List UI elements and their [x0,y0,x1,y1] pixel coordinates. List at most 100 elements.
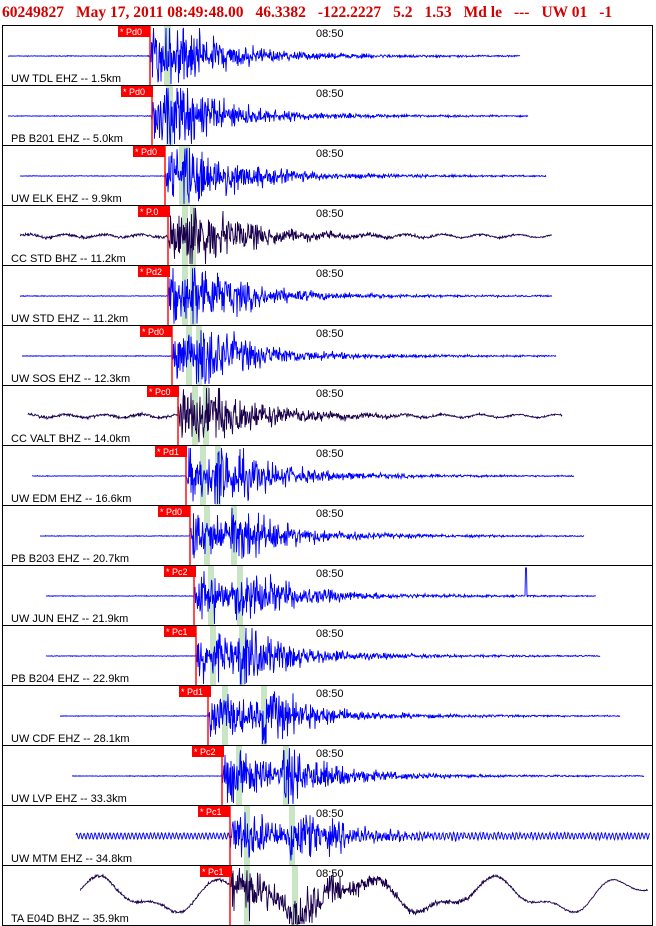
p-window [186,326,192,385]
pick-tag[interactable]: * Pd0 [135,147,157,157]
trace-panel: * Pd1 08:50 UW EDM EHZ -- 16.6km [2,445,653,506]
trace-panel: * Pc2 08:50 UW JUN EHZ -- 21.9km [2,565,653,626]
waveform-line [75,812,650,861]
time-tick-label: 08:50 [316,568,344,580]
s-window [292,866,298,925]
pick-tag-bg [155,446,187,457]
pick-tag[interactable]: * Pd1 [157,447,179,457]
pick-tag-bg [133,146,165,157]
pick-tag[interactable]: * Pd0 [142,327,164,337]
station-label: UW EDM EHZ -- 16.6km [11,493,131,505]
pick-tag-bg [140,326,172,337]
station-label: PB B201 EHZ -- 5.0km [11,133,123,145]
pick-tag[interactable]: * Pc2 [194,747,216,757]
time-tick-label: 08:50 [316,628,344,640]
time-tick-label: 08:50 [316,868,344,880]
waveform-line [31,447,575,505]
pick-tag-bg [138,206,170,217]
trace-panel: * Pc1 08:50 TA E04D BHZ -- 35.9km [2,865,653,926]
pick-tag-bg [121,86,153,97]
station-label: PB B203 EHZ -- 20.7km [11,553,129,565]
time-tick-label: 08:50 [316,88,344,100]
trace-panel: * Pc2 08:50 UW LVP EHZ -- 33.3km [2,745,653,806]
pick-tag-bg [192,746,224,757]
trace-panel: * Pd0 08:50 PB B203 EHZ -- 20.7km [2,505,653,566]
pick-tag-bg [158,506,190,517]
event-header: 60249827 May 17, 2011 08:49:48.00 46.3382-… [2,2,624,24]
time-tick-label: 08:50 [316,688,344,700]
magnitude: 1.53 [424,4,452,21]
p-window [222,686,228,745]
waveform-line [7,27,521,85]
time-tick-label: 08:50 [316,748,344,760]
station-label: UW ELK EHZ -- 9.9km [11,193,122,205]
origin-time: May 17, 2011 08:49:48.00 [76,4,244,21]
pick-tag[interactable]: * Pc2 [166,567,188,577]
latitude: 46.3382 [255,4,306,21]
pick-tag-bg [138,266,170,277]
waveform-line [19,147,547,205]
time-tick-label: 08:50 [316,148,344,160]
station-label: UW SOS EHZ -- 12.3km [11,373,130,385]
time-tick-label: 08:50 [316,508,344,520]
waveform-line [27,387,563,443]
pick-tag[interactable]: * Pd0 [123,87,145,97]
flags: --- [513,4,530,21]
time-tick-label: 08:50 [316,208,344,220]
trace-panel: * Pd2 08:50 UW STD EHZ -- 11.2km [2,265,653,326]
waveform-line [71,747,645,805]
pick-tag[interactable]: * Pc0 [149,387,171,397]
pick-tag[interactable]: * Pd0 [160,507,182,517]
waveform-line [59,691,621,745]
waveform-line [45,627,601,685]
pick-tag[interactable]: * Pc1 [166,627,188,637]
pick-tag-bg [164,566,196,577]
trace-panel: * Pd0 08:50 UW TDL EHZ -- 1.5km [2,25,653,86]
station-label: UW TDL EHZ -- 1.5km [11,73,121,85]
waveform-line [45,567,596,625]
waveform-line [80,867,649,925]
waveform-line [21,330,557,385]
time-tick-label: 08:50 [316,448,344,460]
time-tick-label: 08:50 [316,388,344,400]
time-tick-label: 08:50 [316,328,344,340]
s-window [167,86,173,145]
trace-panel: * Pd0 08:50 UW ELK EHZ -- 9.9km [2,145,653,206]
trace-panel: * Pc1 08:50 PB B204 EHZ -- 22.9km [2,625,653,686]
waveform-line [39,507,585,559]
version: -1 [599,4,613,21]
pick-tag[interactable]: * Pd2 [140,267,162,277]
time-tick-label: 08:50 [316,268,344,280]
station-label: PB B204 EHZ -- 22.9km [11,673,129,685]
pick-tag[interactable]: * P.0 [140,207,158,217]
longitude: -122.2227 [317,4,382,21]
s-window [239,626,245,685]
pick-tag[interactable]: * Pc1 [200,807,222,817]
trace-panel: * P.0 08:50 CC STD BHZ -- 11.2km [2,205,653,266]
pick-tag[interactable]: * Pd0 [120,27,142,37]
station-label: UW LVP EHZ -- 33.3km [11,793,127,805]
station-label: CC VALT BHZ -- 14.0km [11,433,130,445]
trace-panel: * Pc1 08:50 UW MTM EHZ -- 34.8km [2,805,653,866]
station-label: UW MTM EHZ -- 34.8km [11,853,132,865]
pick-tag[interactable]: * Pd1 [181,687,203,697]
s-window [261,686,267,745]
pick-tag-bg [200,866,232,877]
magnitude-type: Md le [463,4,502,21]
p-window [204,506,210,565]
station-label: CC STD BHZ -- 11.2km [11,253,126,265]
trace-panel: * Pd0 08:50 UW SOS EHZ -- 12.3km [2,325,653,386]
station-label: UW JUN EHZ -- 21.9km [11,613,128,625]
pick-tag-bg [198,806,230,817]
station-label: UW CDF EHZ -- 28.1km [11,733,130,745]
trace-panel: * Pd1 08:50 UW CDF EHZ -- 28.1km [2,685,653,746]
time-tick-label: 08:50 [316,808,344,820]
time-tick-label: 08:50 [316,28,344,40]
depth: 5.2 [393,4,413,21]
trace-panel: * Pd0 08:50 PB B201 EHZ -- 5.0km [2,85,653,146]
pick-tag[interactable]: * Pc1 [202,867,224,877]
trace-panel: * Pc0 08:50 CC VALT BHZ -- 14.0km [2,385,653,446]
event-id: 60249827 [2,4,64,21]
pick-tag-bg [164,626,196,637]
